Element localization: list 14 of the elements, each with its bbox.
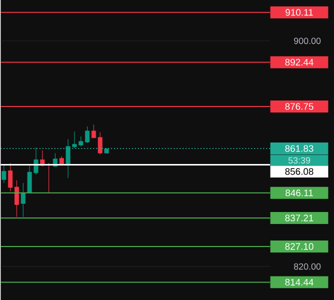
ref-line-label: 814.44 [285,278,314,286]
y-tick-label: 900.00 [294,38,321,44]
ref-line-label: 837.21 [285,214,314,222]
ref-line-label: 861.83 [285,145,314,152]
text: 53:39 [288,157,310,164]
ref-line-label: 910.11 [286,8,313,16]
ref-line-label: 846.11 [286,189,313,196]
ref-line-label: 827.10 [285,242,314,250]
ref-line-label: 892.44 [285,58,314,66]
ref-line-label: 876.75 [285,102,314,110]
ref-line-label: 856.08 [285,168,314,175]
candlestick [2,164,6,184]
candlestick [20,182,26,218]
y-tick-label: 820.00 [294,263,321,270]
